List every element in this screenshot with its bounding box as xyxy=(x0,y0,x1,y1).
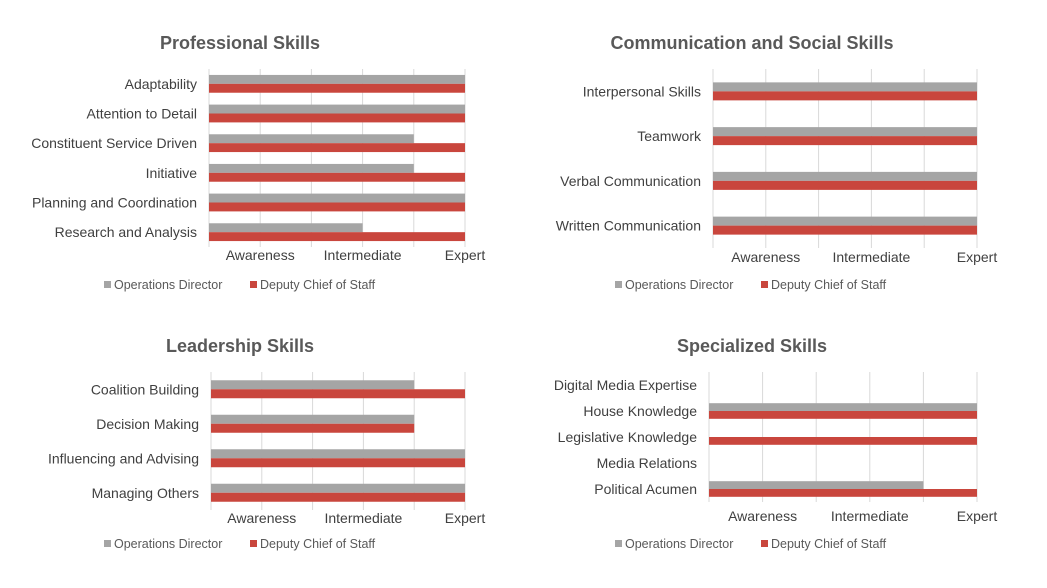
x-tick-label-intermediate: Intermediate xyxy=(324,247,402,263)
x-tick-label-awareness: Awareness xyxy=(226,247,295,263)
bar-deputy-chief-of-staff-interpersonal-skills xyxy=(713,91,977,101)
bar-deputy-chief-of-staff-adaptability xyxy=(209,83,465,93)
bar-deputy-chief-of-staff-influencing-and-advising xyxy=(211,458,465,468)
legend-swatch-operations-director xyxy=(104,540,111,547)
category-label-coalition-building: Coalition Building xyxy=(91,381,199,397)
bar-deputy-chief-of-staff-initiative xyxy=(209,172,465,182)
category-label-constituent-service-driven: Constituent Service Driven xyxy=(31,135,197,151)
bar-deputy-chief-of-staff-decision-making xyxy=(211,423,415,433)
category-label-house-knowledge: House Knowledge xyxy=(583,403,697,419)
bar-deputy-chief-of-staff-written-communication xyxy=(713,225,977,235)
chart-title: Communication and Social Skills xyxy=(610,33,893,53)
bar-operations-director-coalition-building xyxy=(211,380,415,390)
bar-operations-director-political-acumen xyxy=(709,481,924,489)
bar-operations-director-written-communication xyxy=(713,216,977,226)
bar-operations-director-attention-to-detail xyxy=(209,104,465,114)
bar-deputy-chief-of-staff-coalition-building xyxy=(211,389,465,399)
legend-label-deputy-chief-of-staff: Deputy Chief of Staff xyxy=(771,278,887,292)
legend-swatch-deputy-chief-of-staff xyxy=(761,281,768,288)
legend-swatch-operations-director xyxy=(615,540,622,547)
bar-deputy-chief-of-staff-political-acumen xyxy=(709,489,977,497)
chart-title: Professional Skills xyxy=(160,33,320,53)
chart-professional-skills: Professional Skills Adaptability Attention… xyxy=(31,33,485,292)
category-label-interpersonal-skills: Interpersonal Skills xyxy=(583,83,701,99)
bar-deputy-chief-of-staff-house-knowledge xyxy=(709,411,977,419)
chart-title: Leadership Skills xyxy=(166,336,314,356)
legend-swatch-deputy-chief-of-staff xyxy=(761,540,768,547)
category-label-political-acumen: Political Acumen xyxy=(594,481,697,497)
bar-operations-director-teamwork xyxy=(713,127,977,137)
category-label-teamwork: Teamwork xyxy=(637,128,702,144)
x-tick-label-expert: Expert xyxy=(957,508,998,524)
chart-title: Specialized Skills xyxy=(677,336,827,356)
x-tick-label-expert: Expert xyxy=(445,247,486,263)
legend-swatch-operations-director xyxy=(104,281,111,288)
category-label-initiative: Initiative xyxy=(146,165,198,181)
legend-label-deputy-chief-of-staff: Deputy Chief of Staff xyxy=(771,537,887,551)
bar-deputy-chief-of-staff-managing-others xyxy=(211,492,465,502)
bar-operations-director-managing-others xyxy=(211,483,465,493)
x-tick-label-expert: Expert xyxy=(445,510,486,526)
bar-operations-director-adaptability xyxy=(209,74,465,84)
bar-deputy-chief-of-staff-planning-and-coordination xyxy=(209,202,465,212)
x-tick-label-awareness: Awareness xyxy=(731,249,800,265)
category-label-research-and-analysis: Research and Analysis xyxy=(55,224,197,240)
category-label-influencing-and-advising: Influencing and Advising xyxy=(48,450,199,466)
category-label-decision-making: Decision Making xyxy=(96,416,199,432)
bar-deputy-chief-of-staff-research-and-analysis xyxy=(209,232,465,242)
x-tick-label-intermediate: Intermediate xyxy=(324,510,402,526)
category-label-legislative-knowledge: Legislative Knowledge xyxy=(558,429,698,445)
category-label-planning-and-coordination: Planning and Coordination xyxy=(32,195,197,211)
category-label-managing-others: Managing Others xyxy=(92,485,199,501)
legend-swatch-deputy-chief-of-staff xyxy=(250,540,257,547)
x-tick-label-awareness: Awareness xyxy=(728,508,797,524)
bar-deputy-chief-of-staff-constituent-service-driven xyxy=(209,143,465,153)
chart-communication-and-social-skills: Communication and Social Skills Interpers… xyxy=(556,33,998,292)
bar-operations-director-house-knowledge xyxy=(709,403,977,411)
chart-specialized-skills: Specialized Skills Digital Media Expertis… xyxy=(554,336,998,551)
category-label-verbal-communication: Verbal Communication xyxy=(560,173,701,189)
legend-label-operations-director: Operations Director xyxy=(114,537,222,551)
category-label-attention-to-detail: Attention to Detail xyxy=(86,106,197,122)
legend-swatch-deputy-chief-of-staff xyxy=(250,281,257,288)
bar-operations-director-decision-making xyxy=(211,414,415,424)
bar-operations-director-interpersonal-skills xyxy=(713,82,977,92)
legend-label-operations-director: Operations Director xyxy=(114,278,222,292)
category-label-adaptability: Adaptability xyxy=(125,76,197,92)
category-label-digital-media-expertise: Digital Media Expertise xyxy=(554,377,697,393)
legend-swatch-operations-director xyxy=(615,281,622,288)
x-tick-label-intermediate: Intermediate xyxy=(831,508,909,524)
bar-operations-director-planning-and-coordination xyxy=(209,193,465,203)
bar-operations-director-constituent-service-driven xyxy=(209,134,414,144)
category-label-written-communication: Written Communication xyxy=(556,218,701,234)
bar-operations-director-initiative xyxy=(209,163,414,173)
legend-label-deputy-chief-of-staff: Deputy Chief of Staff xyxy=(260,537,376,551)
legend-label-deputy-chief-of-staff: Deputy Chief of Staff xyxy=(260,278,376,292)
x-tick-label-intermediate: Intermediate xyxy=(832,249,910,265)
x-tick-label-awareness: Awareness xyxy=(227,510,296,526)
legend-label-operations-director: Operations Director xyxy=(625,278,733,292)
legend-label-operations-director: Operations Director xyxy=(625,537,733,551)
bar-operations-director-influencing-and-advising xyxy=(211,449,465,459)
bar-deputy-chief-of-staff-legislative-knowledge xyxy=(709,437,977,445)
bar-deputy-chief-of-staff-teamwork xyxy=(713,136,977,146)
bar-operations-director-research-and-analysis xyxy=(209,223,363,233)
chart-leadership-skills: Leadership Skills Coalition Building Decis… xyxy=(48,336,485,551)
bar-deputy-chief-of-staff-attention-to-detail xyxy=(209,113,465,123)
category-label-media-relations: Media Relations xyxy=(597,455,697,471)
x-tick-label-expert: Expert xyxy=(957,249,998,265)
bar-deputy-chief-of-staff-verbal-communication xyxy=(713,180,977,190)
bar-operations-director-verbal-communication xyxy=(713,171,977,181)
